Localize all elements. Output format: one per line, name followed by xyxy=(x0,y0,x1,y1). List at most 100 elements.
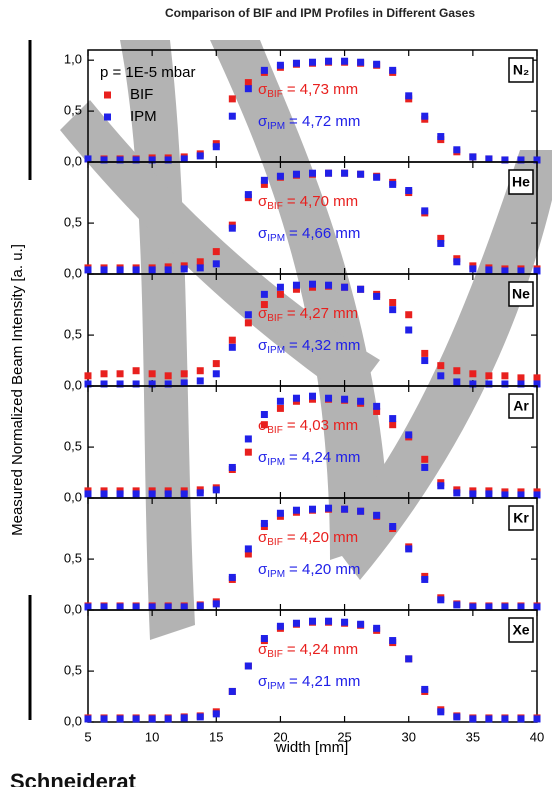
sigma-value: = 4,21 mm xyxy=(289,673,360,690)
y-tick-label: 0,5 xyxy=(64,327,82,342)
data-point xyxy=(244,662,252,670)
y-tick-label: 0,0 xyxy=(64,601,82,616)
data-point xyxy=(228,463,236,471)
data-point xyxy=(196,377,204,385)
data-point xyxy=(453,489,461,497)
data-point xyxy=(228,343,236,351)
sigma-subscript: IPM xyxy=(267,121,285,132)
data-point xyxy=(469,265,477,273)
data-point xyxy=(116,715,124,723)
data-point xyxy=(116,156,124,164)
data-point xyxy=(389,637,397,645)
data-point xyxy=(389,299,397,307)
sigma-annotation: σBIF = 4,27 mm xyxy=(258,305,358,324)
data-point xyxy=(244,79,252,87)
swoosh xyxy=(60,100,380,400)
data-point xyxy=(292,506,300,514)
data-point xyxy=(437,372,445,380)
gas-label: Kr xyxy=(513,510,529,526)
data-point xyxy=(260,421,268,429)
data-point xyxy=(276,172,284,180)
data-point xyxy=(180,379,188,387)
x-tick-label: 35 xyxy=(466,729,480,744)
data-point xyxy=(437,708,445,716)
sigma-annotation: σBIF = 4,70 mm xyxy=(258,193,358,212)
x-tick-label: 15 xyxy=(209,729,223,744)
gas-label-box xyxy=(508,617,534,643)
data-point xyxy=(517,491,525,499)
gas-label: He xyxy=(512,174,530,190)
data-point xyxy=(212,143,220,151)
data-point xyxy=(100,156,108,164)
data-point xyxy=(244,85,252,93)
data-point xyxy=(260,635,268,643)
legend-title: p = 1E-5 mbar xyxy=(100,64,195,81)
data-point xyxy=(276,283,284,291)
data-point xyxy=(373,407,381,415)
data-point xyxy=(485,372,493,380)
data-point xyxy=(389,306,397,314)
data-point xyxy=(309,280,316,288)
sigma-annotation: σBIF = 4,24 mm xyxy=(258,641,358,660)
data-point xyxy=(517,715,525,723)
gas-label-box xyxy=(508,393,534,419)
sigma-subscript: IPM xyxy=(267,569,285,580)
sigma-symbol: σ xyxy=(258,641,268,658)
data-point xyxy=(100,715,108,723)
data-point xyxy=(309,505,316,513)
data-point xyxy=(421,455,429,463)
data-point xyxy=(228,95,236,103)
data-point xyxy=(116,266,124,274)
data-point xyxy=(373,511,381,519)
data-point xyxy=(405,326,413,334)
sigma-subscript: BIF xyxy=(267,313,283,324)
data-point xyxy=(469,715,477,723)
footer-text: Schneiderat xyxy=(10,769,137,787)
gas-label: Xe xyxy=(512,622,529,638)
x-axis-label: width [mm] xyxy=(275,739,349,756)
data-point xyxy=(341,395,349,403)
data-point xyxy=(164,490,172,498)
data-point xyxy=(276,509,284,517)
data-point xyxy=(100,370,108,378)
x-tick-label: 25 xyxy=(337,729,351,744)
x-tick-label: 20 xyxy=(273,729,287,744)
data-point xyxy=(437,362,445,370)
sigma-symbol: σ xyxy=(258,449,268,466)
data-point xyxy=(212,600,220,608)
data-point xyxy=(228,336,236,344)
y-tick-label: 1,0 xyxy=(64,52,82,67)
data-point xyxy=(309,169,316,177)
sigma-subscript: BIF xyxy=(267,201,283,212)
sigma-symbol: σ xyxy=(258,529,268,546)
data-point xyxy=(437,133,445,141)
y-tick-label: 0,0 xyxy=(64,489,82,504)
data-point xyxy=(389,415,397,423)
y-tick-label: 0,5 xyxy=(64,215,82,230)
data-point xyxy=(421,357,429,365)
data-point xyxy=(180,265,188,273)
sigma-value: = 4,27 mm xyxy=(287,305,358,322)
sigma-symbol: σ xyxy=(258,81,268,98)
data-point xyxy=(180,155,188,163)
data-point xyxy=(389,180,397,188)
sigma-subscript: IPM xyxy=(267,233,285,244)
data-point xyxy=(276,622,284,630)
data-point xyxy=(501,603,509,611)
data-point xyxy=(421,207,429,215)
data-point xyxy=(357,397,365,405)
data-point xyxy=(276,61,284,69)
data-point xyxy=(469,153,477,161)
data-point xyxy=(164,266,172,274)
data-point xyxy=(517,156,525,164)
gas-label: Ar xyxy=(513,398,529,414)
data-point xyxy=(421,575,429,583)
data-point xyxy=(325,394,333,402)
data-point xyxy=(453,601,461,609)
x-tick-label: 30 xyxy=(401,729,415,744)
data-point xyxy=(84,372,92,380)
x-tick-label: 5 xyxy=(84,729,91,744)
sigma-subscript: IPM xyxy=(267,457,285,468)
data-point xyxy=(357,58,365,66)
